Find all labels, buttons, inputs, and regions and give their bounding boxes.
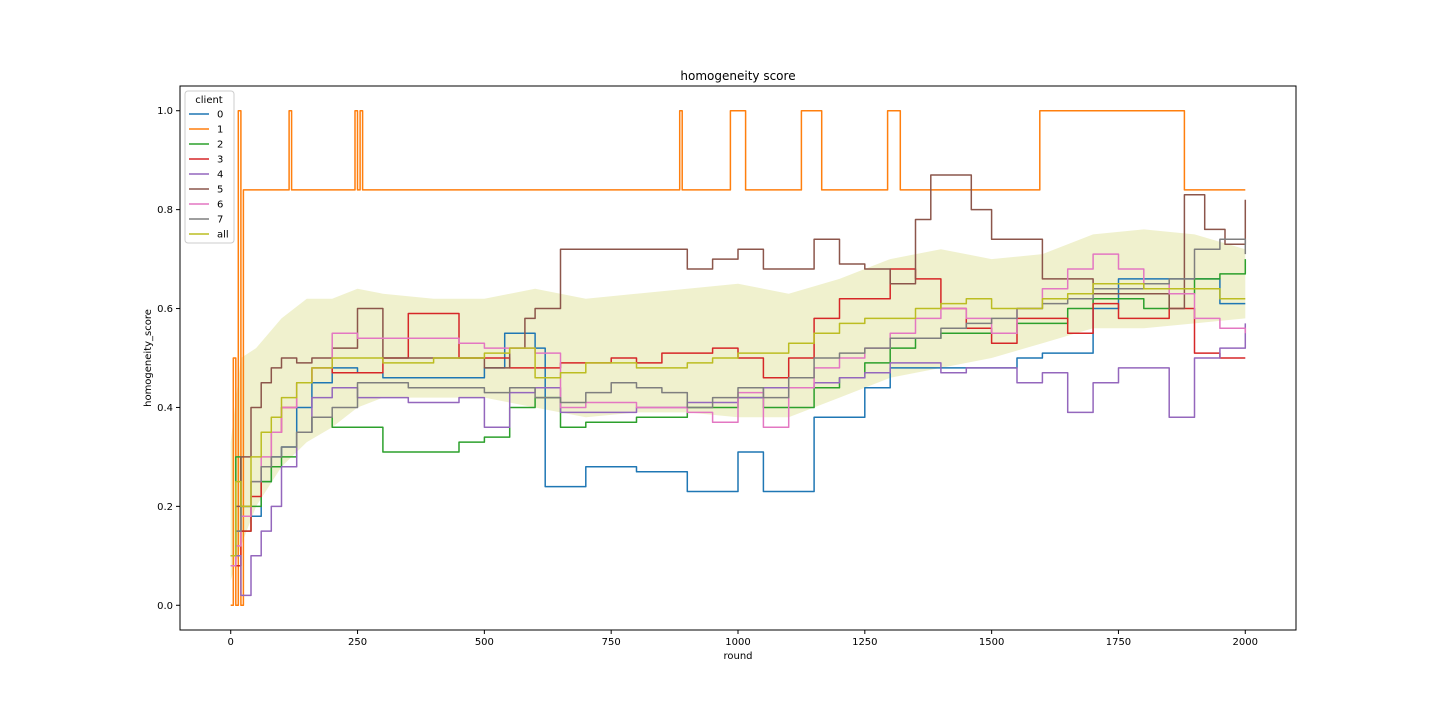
x-tick-label: 1500 <box>979 637 1004 648</box>
legend-label-7: 7 <box>217 215 223 226</box>
legend-label-4: 4 <box>217 170 223 181</box>
legend-label-2: 2 <box>217 140 223 151</box>
x-tick-label: 2000 <box>1233 637 1258 648</box>
chart-title: homogeneity score <box>680 69 795 83</box>
x-tick-label: 250 <box>348 637 367 648</box>
legend-title: client <box>195 95 223 106</box>
plot-area: 0 250 500 750 1000 1250 1500 1750 2000 0.00.20.4… <box>157 85 1297 648</box>
x-axis-label: round <box>723 651 752 662</box>
y-tick-label: 0.8 <box>157 205 173 216</box>
y-tick-label: 0.6 <box>157 304 173 315</box>
y-tick-label: 0.0 <box>157 601 173 612</box>
legend-label-6: 6 <box>217 200 223 211</box>
y-tick-label: 0.4 <box>157 403 173 414</box>
x-tick-label: 750 <box>602 637 621 648</box>
series-line-5 <box>230 174 1247 557</box>
series-line-1 <box>230 109 1246 607</box>
x-tick-label: 1000 <box>725 637 750 648</box>
x-axis: 0 250 500 750 1000 1250 1500 1750 2000 <box>228 630 1258 648</box>
y-tick-label: 1.0 <box>157 106 173 117</box>
x-tick-label: 1750 <box>1106 637 1131 648</box>
y-tick-label: 0.2 <box>157 502 173 513</box>
y-axis: 0.0 0.2 0.4 0.6 0.8 1.0 <box>157 106 180 612</box>
legend-label-all: all <box>217 230 229 241</box>
y-axis-label: homogeneity_score <box>143 309 154 407</box>
legend-label-3: 3 <box>217 155 223 166</box>
x-tick-label: 1250 <box>852 637 877 648</box>
legend-label-1: 1 <box>217 125 223 136</box>
series-layer <box>230 109 1247 607</box>
legend: client 0 1 2 3 4 5 6 7 all <box>184 90 235 244</box>
legend-label-0: 0 <box>217 110 223 121</box>
x-tick-label: 0 <box>228 637 234 648</box>
legend-items: 0 1 2 3 4 5 6 7 all <box>189 110 229 241</box>
series-line-7 <box>230 238 1247 557</box>
series-line-all <box>230 283 1246 557</box>
legend-label-5: 5 <box>217 185 223 196</box>
x-tick-label: 500 <box>475 637 494 648</box>
